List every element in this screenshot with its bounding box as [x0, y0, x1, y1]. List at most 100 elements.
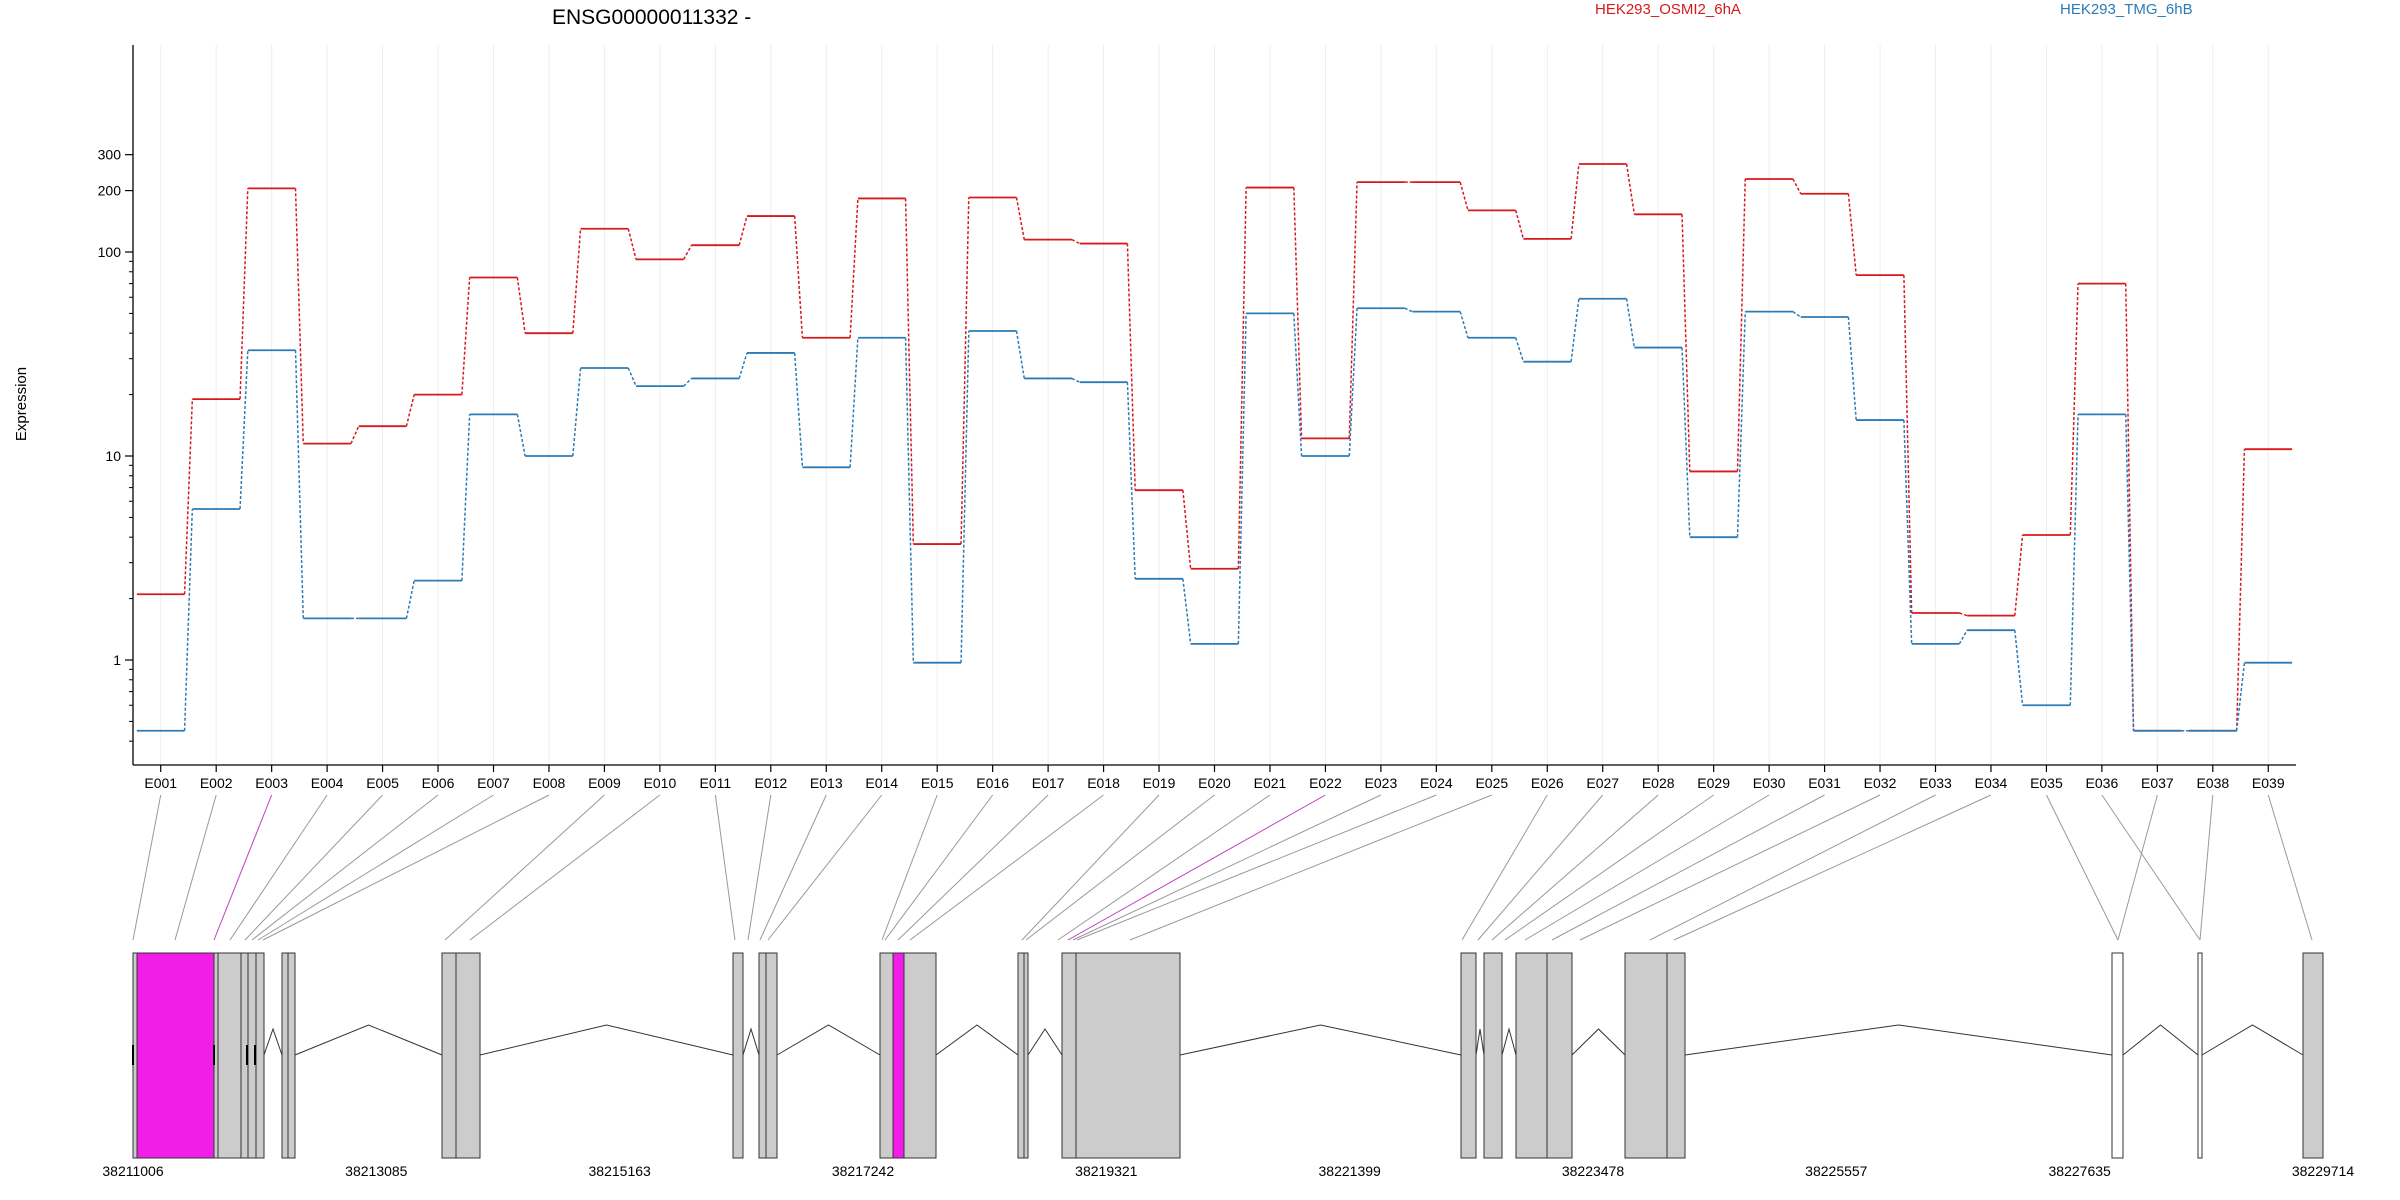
- exon-block: [455, 952, 481, 1159]
- x-tick-label-e008: E008: [533, 775, 566, 791]
- x-tick-label-e005: E005: [366, 775, 399, 791]
- exon-block: [255, 952, 265, 1159]
- intron-line: [479, 1024, 734, 1056]
- x-tick-label-e021: E021: [1254, 775, 1287, 791]
- series-transition: [793, 352, 804, 468]
- series-transition: [239, 350, 249, 510]
- intron-line: [2201, 1024, 2304, 1056]
- exon-block: [2197, 952, 2203, 1159]
- series-transition: [849, 337, 859, 468]
- series-transition: [1625, 163, 1636, 215]
- exon-connector: [1551, 794, 1825, 941]
- coordinate-label: 38221399: [1319, 1163, 1382, 1179]
- exon-connector: [2101, 794, 2201, 941]
- exon-connector: [1524, 794, 1770, 941]
- x-tick-label-e032: E032: [1864, 775, 1897, 791]
- x-tick-label-e033: E033: [1919, 775, 1952, 791]
- series-transition: [738, 215, 748, 246]
- exon-connector: [213, 794, 273, 941]
- series-transition: [1847, 316, 1857, 421]
- exon-connectors: [132, 794, 2313, 941]
- exon-block: [1017, 952, 1025, 1159]
- exon-connector: [2045, 794, 2119, 941]
- series-transition: [405, 394, 415, 427]
- x-tick-label-e017: E017: [1032, 775, 1065, 791]
- series-transition: [183, 399, 194, 595]
- coordinate-label: 38217242: [832, 1163, 895, 1179]
- exon-connector: [897, 794, 1049, 941]
- exon-block: [903, 952, 937, 1159]
- x-tick-label-e018: E018: [1087, 775, 1120, 791]
- intron-line: [1501, 1027, 1517, 1056]
- x-tick-label-e006: E006: [422, 775, 455, 791]
- intron-line: [1027, 1028, 1063, 1056]
- exon-block: [287, 952, 296, 1159]
- y-tick-label: 300: [98, 147, 122, 163]
- series-transition: [461, 277, 471, 395]
- exon-connector: [469, 794, 661, 941]
- intron-line: [935, 1024, 1019, 1056]
- series-transition: [516, 277, 526, 334]
- exon-connector: [714, 794, 736, 941]
- x-tick-label-e004: E004: [311, 775, 344, 791]
- x-tick-label-e020: E020: [1198, 775, 1231, 791]
- series-transition: [294, 188, 305, 444]
- series-transition: [1015, 330, 1026, 379]
- series-transition: [1182, 578, 1192, 644]
- x-tick-label-e026: E026: [1531, 775, 1564, 791]
- coordinate-label: 38225557: [1805, 1163, 1868, 1179]
- series-transition: [2235, 449, 2246, 731]
- exon-block: [1515, 952, 1548, 1159]
- series-transition: [1792, 311, 1802, 318]
- exon-connector: [1579, 794, 1881, 941]
- exon-connector: [2199, 794, 2214, 941]
- exon-connector: [1673, 794, 1992, 941]
- x-tick-label-e011: E011: [700, 775, 732, 791]
- series-transition: [1015, 197, 1026, 240]
- series-transition: [1126, 382, 1136, 579]
- intron-line: [742, 1027, 760, 1056]
- series-transition: [904, 337, 915, 663]
- y-tick-label: 100: [98, 244, 122, 260]
- exon-connector: [244, 794, 383, 941]
- series-transition: [960, 330, 970, 663]
- x-tick-label-e010: E010: [644, 775, 677, 791]
- coordinate-label: 38219321: [1075, 1163, 1138, 1179]
- series-transition: [627, 367, 637, 387]
- y-tick-label: 200: [98, 183, 122, 199]
- exon-connector: [909, 794, 1104, 941]
- exon-connector: [759, 794, 827, 941]
- exon-connector: [1067, 794, 1326, 941]
- series-transition: [405, 580, 415, 619]
- exon-connector: [251, 794, 439, 941]
- series-transition: [1625, 298, 1636, 348]
- genomic-coordinates: 38211006 38213085 38215163 38217242 38219321…: [102, 1163, 2354, 1179]
- series-transition: [1681, 214, 1691, 472]
- intron-line: [263, 1027, 283, 1056]
- exon-connector: [1025, 794, 1215, 941]
- exon-connector: [2117, 794, 2158, 941]
- series-transition: [1570, 163, 1580, 239]
- x-tick-label-e030: E030: [1753, 775, 1786, 791]
- exon-block: [758, 952, 767, 1159]
- x-tick-label-e012: E012: [754, 775, 787, 791]
- exon-block: [217, 952, 242, 1159]
- series-transition: [793, 216, 804, 338]
- series-transition: [683, 244, 693, 260]
- series-transition: [2124, 283, 2135, 731]
- coordinate-label: 38223478: [1562, 1163, 1625, 1179]
- exon-block: [1546, 952, 1573, 1159]
- x-tick-label-e029: E029: [1697, 775, 1730, 791]
- x-tick-label-e024: E024: [1420, 775, 1453, 791]
- exon-block: [441, 952, 457, 1159]
- series-transition: [1348, 182, 1358, 439]
- series-transition: [350, 425, 360, 444]
- series-transition: [2124, 414, 2135, 731]
- series-transition: [2014, 630, 2024, 706]
- series-transition: [516, 414, 526, 457]
- exon-connector: [884, 794, 994, 941]
- series-transition: [1182, 490, 1192, 569]
- series-transition: [1570, 298, 1580, 362]
- exon-block: [2302, 952, 2324, 1159]
- exon-connector: [1477, 794, 1604, 941]
